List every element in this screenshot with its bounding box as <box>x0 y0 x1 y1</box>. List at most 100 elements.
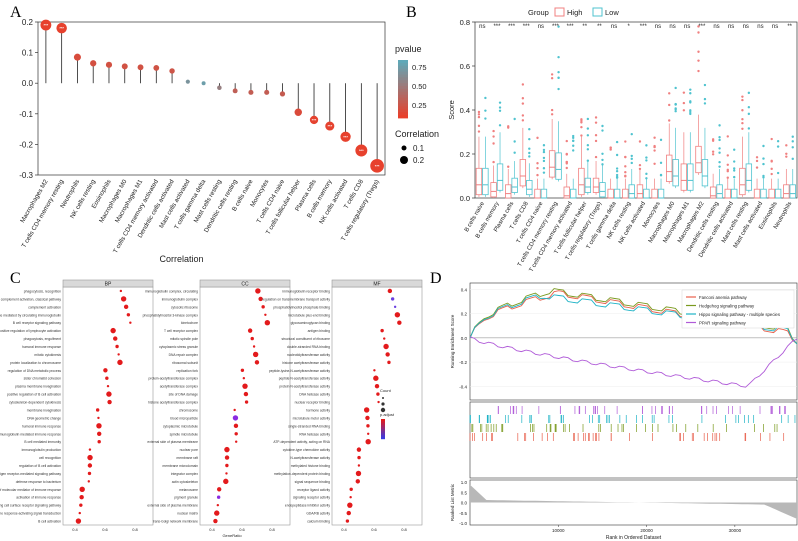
panel-b-outlier <box>776 171 780 175</box>
panel-b-box <box>526 179 533 196</box>
panel-a-y-tick-label: -0.2 <box>19 140 33 149</box>
panel-a-legend-gradient-step <box>398 103 408 107</box>
panel-d-x-axis-title: Rank in Ordered Dataset <box>606 535 662 541</box>
panel-b-outlier <box>733 148 736 151</box>
panel-b-box <box>783 184 790 199</box>
panel-c-term-label: positive regulation of lymphocyte activa… <box>0 329 61 333</box>
panel-d-metric-tick-label: 0.5 <box>461 490 468 495</box>
panel-b-box <box>628 184 635 199</box>
panel-b-outlier <box>513 140 516 143</box>
panel-a-legend-gradient-step <box>398 112 408 116</box>
panel-a-significance: *** <box>343 134 348 139</box>
panel-b-outlier <box>703 97 707 101</box>
panel-a-y-tick-label: -0.3 <box>19 171 33 180</box>
panel-d-metric-area <box>470 484 797 519</box>
panel-c-dot <box>224 446 230 453</box>
panel-c-term-label: trans-Golgi network membrane <box>153 520 198 524</box>
panel-c-term-label: cytoplasmic microtubule <box>163 424 198 428</box>
panel-c-x-tick-label: 0.6 <box>102 527 108 532</box>
panel-c-term-label: humoral immune response <box>22 345 61 349</box>
panel-b-outlier <box>624 140 627 143</box>
panel-b-outlier <box>580 118 583 121</box>
panel-c-dot <box>383 337 386 340</box>
panel-a-significance: *** <box>312 117 317 122</box>
panel-b-outlier <box>682 109 686 112</box>
panel-letter-a: A <box>10 4 22 21</box>
panel-b-box <box>622 188 629 199</box>
panel-c-term-label: immunoglobulin complex <box>162 297 199 301</box>
panel-a-legend-gradient-step <box>398 65 408 70</box>
panel-c-dot <box>247 328 253 333</box>
panel-c-dot <box>355 479 360 484</box>
panel-a-legend-gradient-step <box>398 86 408 90</box>
panel-b-outlier <box>484 117 487 120</box>
panel-c-term-label: phosphatidylinositol phosphate binding <box>273 305 330 309</box>
panel-c-term-label: melanosome <box>179 488 198 492</box>
panel-b-outlier <box>477 130 481 133</box>
panel-c-dot <box>250 336 254 341</box>
panel-b-outlier <box>624 174 627 178</box>
panel-c-dot <box>264 313 267 316</box>
panel-b-box <box>774 188 782 199</box>
panel-a-legend-pvalue-tick: 0.50 <box>412 82 427 91</box>
panel-b-outlier <box>557 25 560 28</box>
panel-c-term-label: humoral immune response mediated by circ… <box>0 313 61 317</box>
panel-c-dot <box>349 496 352 499</box>
panel-c-dot <box>254 360 260 365</box>
panel-d-legend-label: Hippo signaling pathway - multiple speci… <box>699 312 780 317</box>
panel-c-term-label: single-stranded RNA binding <box>288 424 330 428</box>
panel-b-significance: ns <box>655 24 661 30</box>
panel-b-box <box>745 163 753 191</box>
panel-c-dot <box>105 376 109 380</box>
panel-c-x-tick-label: 0.8 <box>132 527 138 532</box>
panel-b-outlier <box>711 153 715 156</box>
panel-b-outlier <box>733 169 736 172</box>
panel-c-dot <box>107 399 112 405</box>
panel-c-x-tick-label: 0.4 <box>209 527 215 532</box>
panel-a-legend-pvalue-tick: 0.25 <box>412 101 427 110</box>
panel-c-facet-frame <box>62 286 154 526</box>
panel-b-box <box>760 188 767 199</box>
panel-c-dot <box>367 432 370 435</box>
panel-c-dot <box>374 383 380 389</box>
panel-b-outlier <box>594 116 598 119</box>
panel-c-dot <box>355 470 362 477</box>
panel-b-y-tick-label: 0.6 <box>460 62 470 71</box>
panel-b-outlier <box>747 112 751 116</box>
panel-a-lollipop-dot <box>121 63 128 70</box>
panel-a-legend-gradient-step <box>398 62 408 67</box>
panel-b-significance: ns <box>479 24 485 30</box>
panel-c-term-label: membrane microdomain <box>162 464 198 468</box>
panel-b-outlier <box>791 157 794 161</box>
panel-c-term-label: protein localization to chromosome <box>10 361 61 365</box>
panel-b-outlier <box>492 129 495 133</box>
panel-b-y-tick-label: 0.2 <box>460 150 470 159</box>
panel-b-outlier <box>536 162 539 165</box>
panel-c-term-label: defense response to bacterium <box>16 480 62 484</box>
panel-c-dot <box>97 440 101 444</box>
panel-b-outlier <box>513 151 516 154</box>
panel-c-term-label: RNA helicase activity <box>299 432 330 436</box>
panel-a-y-tick-label: 0.0 <box>22 79 34 88</box>
panel-b-outlier <box>741 118 744 121</box>
panel-c-term-label: nuclear matrix <box>177 512 198 516</box>
panel-a-lollipop-dot <box>340 131 351 142</box>
panel-c-term-label: immune response-activating signal transd… <box>0 512 61 516</box>
panel-a-legend-gradient-step <box>398 91 408 96</box>
panel-b-box <box>599 182 606 198</box>
panel-c-dot <box>356 447 362 452</box>
panel-b-outlier <box>594 155 598 159</box>
panel-c-legend-gradient-step <box>381 433 385 436</box>
panel-b-significance: *** <box>493 24 501 30</box>
panel-c-dot <box>347 502 353 508</box>
panel-a-legend-gradient-step <box>398 106 408 110</box>
panel-c-term-label: actin cytoskeleton <box>172 480 198 484</box>
panel-c-dot <box>264 320 271 326</box>
panel-b-outlier <box>528 137 531 141</box>
panel-b-outlier <box>521 83 525 86</box>
panel-b-outlier <box>711 150 715 153</box>
panel-a-legend-gradient-step <box>398 100 408 104</box>
panel-b-outlier <box>674 108 677 111</box>
panel-d-hits-frame <box>469 401 798 479</box>
panel-c-dot <box>373 369 376 372</box>
